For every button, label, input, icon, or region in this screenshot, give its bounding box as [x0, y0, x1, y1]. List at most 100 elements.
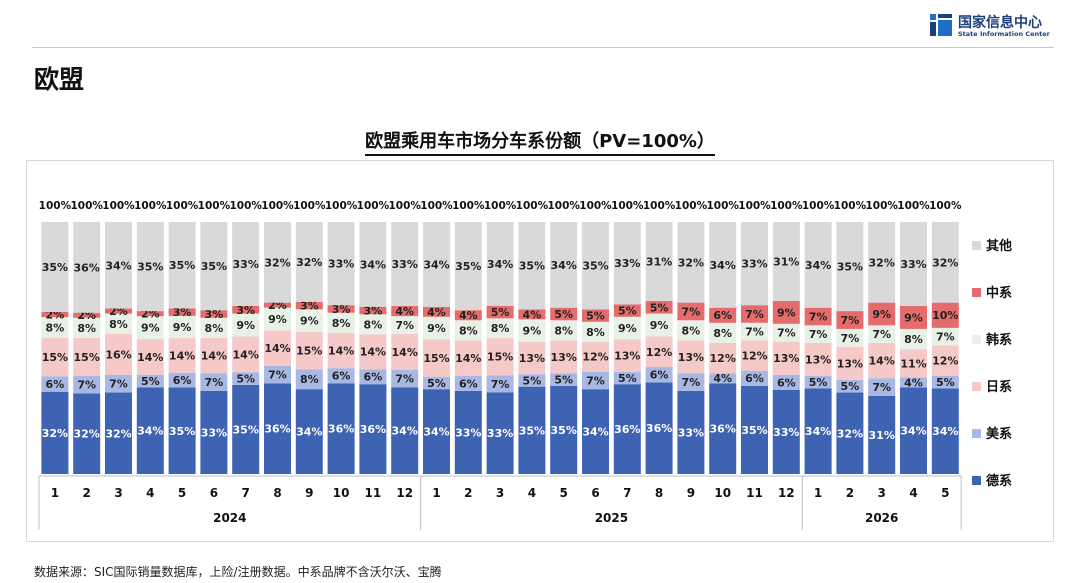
- bar-segment-德系: [327, 383, 355, 474]
- bar-segment-中系: [454, 310, 482, 321]
- bar-segment-美系: [645, 367, 673, 383]
- bar-segment-美系: [359, 369, 387, 385]
- bar-segment-日系: [391, 334, 419, 370]
- bar-segment-韩系: [550, 320, 578, 341]
- data-label: 7%: [109, 378, 128, 391]
- bar-segment-中系: [200, 310, 228, 318]
- bar-segment-美系: [931, 375, 959, 389]
- bar-segment-中系: [772, 300, 800, 324]
- data-label: 14%: [169, 349, 195, 362]
- legend-swatch: [972, 476, 981, 485]
- bar-segment-美系: [264, 365, 291, 384]
- data-label: 32%: [74, 428, 100, 441]
- data-label: 9%: [141, 322, 160, 335]
- bar-segment-韩系: [709, 322, 737, 343]
- data-label: 31%: [773, 255, 799, 268]
- data-label: 35%: [455, 260, 481, 273]
- bar-segment-韩系: [645, 313, 673, 337]
- data-label: 5%: [554, 374, 573, 387]
- bar-segment-美系: [582, 371, 609, 390]
- data-label: 34%: [805, 425, 831, 438]
- data-label: 7%: [395, 373, 414, 386]
- data-label: 34%: [932, 425, 958, 438]
- data-label: 35%: [169, 259, 195, 272]
- legend-swatch: [972, 335, 981, 344]
- total-label: 100%: [802, 200, 835, 212]
- bar-segment-其他: [613, 222, 641, 305]
- bar-segment-美系: [327, 368, 355, 384]
- data-label: 9%: [300, 315, 319, 328]
- data-label: 9%: [268, 313, 287, 326]
- bar-segment-美系: [105, 374, 132, 393]
- bar-segment-其他: [518, 222, 546, 310]
- bar-segment-德系: [709, 383, 737, 474]
- data-label: 9%: [236, 319, 255, 332]
- data-label: 33%: [455, 426, 481, 439]
- total-label: 100%: [484, 200, 517, 212]
- x-tick-label: 6: [591, 486, 599, 500]
- bar-segment-美系: [518, 374, 546, 387]
- data-label: 5%: [491, 306, 510, 319]
- bar-segment-德系: [423, 389, 450, 474]
- bar-segment-其他: [136, 222, 164, 312]
- bar-segment-日系: [613, 339, 641, 372]
- data-label: 35%: [582, 260, 608, 273]
- bar-segment-德系: [73, 393, 101, 474]
- bar-segment-日系: [550, 340, 578, 374]
- total-label: 100%: [261, 200, 294, 212]
- header-divider: [32, 47, 1054, 48]
- data-label: 35%: [519, 260, 545, 273]
- data-label: 7%: [872, 328, 891, 341]
- bar-segment-中系: [550, 307, 578, 321]
- data-label: 33%: [233, 258, 259, 271]
- x-tick-label: 12: [396, 486, 413, 500]
- data-label: 35%: [201, 260, 227, 273]
- bar-segment-其他: [550, 222, 578, 308]
- data-label: 7%: [745, 308, 764, 321]
- data-label: 5%: [936, 376, 955, 389]
- bar-segment-日系: [454, 340, 482, 376]
- data-label: 33%: [614, 257, 640, 270]
- bar-segment-韩系: [613, 316, 641, 340]
- org-name-en: State Information Center: [958, 30, 1050, 38]
- bar-segment-韩系: [136, 316, 164, 340]
- data-label: 8%: [459, 324, 478, 337]
- bar-segment-美系: [804, 375, 832, 389]
- data-label: 36%: [264, 423, 290, 436]
- total-label: 100%: [134, 200, 167, 212]
- bar-segment-美系: [136, 374, 164, 388]
- data-label: 16%: [105, 348, 131, 361]
- data-label: 7%: [745, 326, 764, 339]
- legend-swatch: [972, 382, 981, 391]
- bar-segment-美系: [73, 375, 101, 394]
- total-label: 100%: [738, 200, 771, 212]
- bar-segment-德系: [741, 385, 768, 474]
- data-label: 6%: [459, 377, 478, 390]
- bar-segment-中系: [900, 306, 927, 329]
- data-label: 34%: [392, 425, 418, 438]
- data-label: 7%: [395, 319, 414, 332]
- x-tick-label: 4: [528, 486, 536, 500]
- bar-segment-其他: [836, 222, 864, 312]
- bar-segment-韩系: [295, 309, 323, 332]
- data-label: 33%: [900, 258, 926, 271]
- data-label: 12%: [932, 355, 958, 368]
- x-tick-label: 5: [560, 486, 568, 500]
- bar-segment-德系: [264, 383, 291, 474]
- bar-segment-中系: [741, 305, 768, 323]
- bar-segment-德系: [486, 392, 514, 474]
- bar-segment-中系: [486, 306, 514, 319]
- total-label: 100%: [516, 200, 549, 212]
- bar-segment-中系: [41, 312, 69, 318]
- bar-segment-其他: [645, 222, 673, 301]
- bar-segment-韩系: [454, 320, 482, 341]
- data-label: 7%: [841, 314, 860, 327]
- data-label: 14%: [455, 352, 481, 365]
- bar-segment-日系: [741, 340, 768, 371]
- bar-segment-其他: [423, 222, 450, 307]
- data-label: 33%: [773, 426, 799, 439]
- bar-segment-德系: [868, 395, 896, 474]
- legend-label: 美系: [986, 426, 1012, 442]
- data-label: 32%: [837, 427, 863, 440]
